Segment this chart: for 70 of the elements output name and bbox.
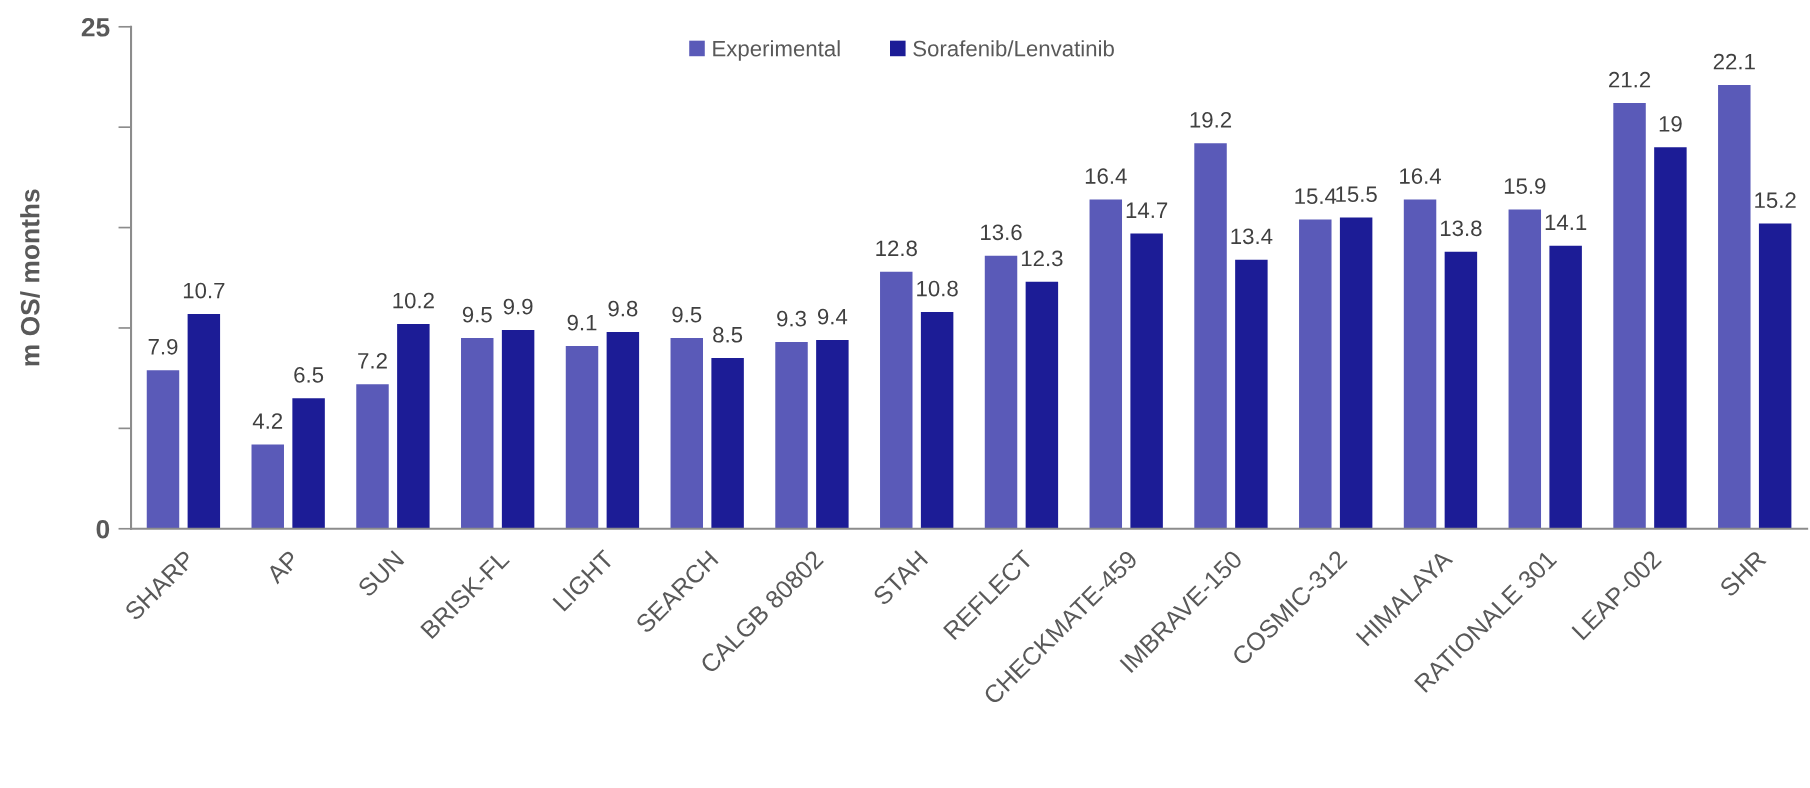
data-label: 14.1	[1545, 214, 1587, 230]
data-label: 9.9	[503, 298, 533, 315]
x-tick-label: AP	[265, 549, 301, 585]
data-label: 9.5	[462, 306, 492, 323]
data-label: 16.4	[1400, 168, 1442, 184]
bar	[711, 358, 744, 529]
bar	[1025, 281, 1059, 529]
bar	[1508, 209, 1542, 529]
bar	[356, 384, 389, 529]
data-label: 9.1	[567, 314, 597, 331]
bar	[606, 331, 640, 529]
bar	[816, 340, 849, 529]
data-label: 22.1	[1713, 53, 1755, 70]
data-label: 6.5	[294, 367, 324, 383]
bar	[565, 346, 599, 529]
bar	[1549, 245, 1582, 529]
bar	[251, 444, 284, 529]
data-label: 16.4	[1085, 168, 1127, 184]
data-label: 13.4	[1231, 228, 1273, 245]
bar	[187, 313, 221, 529]
bar	[1235, 259, 1268, 529]
legend-label: Sorafenib/Lenvatinib	[913, 40, 1114, 57]
data-label: 9.8	[608, 300, 638, 317]
data-label: 12.8	[876, 240, 917, 257]
bar	[1089, 199, 1123, 529]
data-label: 10.8	[917, 280, 958, 297]
bar	[1444, 251, 1478, 529]
data-label: 10.7	[183, 282, 225, 299]
bar	[1299, 219, 1332, 529]
y-axis-title: m OS/ months	[20, 189, 40, 366]
data-label: 7.2	[358, 352, 387, 369]
data-label: 13.6	[981, 224, 1022, 241]
bar	[292, 398, 325, 529]
bar	[397, 323, 430, 529]
bar	[1194, 143, 1227, 529]
bar	[670, 338, 703, 529]
bar	[146, 370, 180, 529]
bar	[984, 255, 1018, 529]
data-label: 14.7	[1126, 202, 1168, 218]
data-label: 19	[1659, 116, 1682, 132]
bar	[1613, 103, 1646, 529]
data-label: 12.3	[1021, 250, 1063, 267]
data-label: 9.4	[817, 308, 848, 325]
y-tick-label: 25	[81, 17, 110, 37]
data-label: 9.3	[777, 310, 806, 327]
data-label: 15.4	[1295, 188, 1337, 205]
bar	[920, 311, 954, 529]
data-label: 15.5	[1336, 186, 1377, 203]
bar	[501, 329, 535, 529]
data-label: 4.2	[252, 413, 283, 429]
bar	[1339, 217, 1373, 529]
data-label: 10.2	[393, 292, 434, 309]
y-tick-label: 0	[96, 519, 110, 539]
bar	[1718, 85, 1751, 529]
bar	[1758, 223, 1792, 529]
bar	[1130, 233, 1163, 529]
data-label: 21.2	[1609, 71, 1651, 88]
bar	[775, 342, 808, 529]
data-label: 13.8	[1440, 220, 1482, 237]
bar	[880, 271, 913, 529]
data-label: 19.2	[1190, 112, 1232, 128]
bar	[461, 338, 494, 529]
data-label: 7.9	[148, 338, 178, 355]
data-label: 15.2	[1755, 192, 1796, 209]
bar	[1654, 147, 1687, 529]
data-label: 8.5	[713, 326, 743, 343]
data-label: 15.9	[1504, 178, 1546, 194]
data-label: 9.5	[672, 306, 702, 323]
legend-label: Experimental	[713, 40, 840, 61]
bar	[1403, 199, 1437, 529]
